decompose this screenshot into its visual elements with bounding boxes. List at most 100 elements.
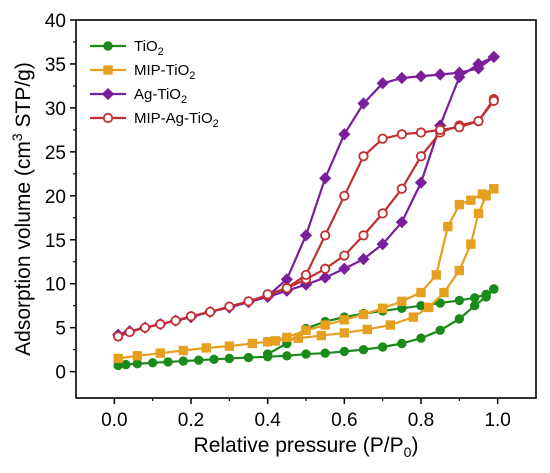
data-point [320, 230, 331, 241]
data-point [439, 287, 449, 298]
data-point [435, 298, 445, 308]
data-point [397, 296, 407, 307]
data-point [423, 302, 434, 313]
y-tick-label: 15 [45, 231, 66, 252]
data-point [469, 300, 480, 311]
data-point [339, 328, 350, 338]
data-point [155, 348, 166, 358]
data-point [466, 239, 476, 249]
data-point [454, 122, 465, 133]
data-point [395, 216, 408, 229]
data-point [132, 351, 143, 361]
data-point [124, 326, 135, 338]
data-point [147, 358, 158, 368]
data-point [377, 208, 388, 219]
data-point [396, 129, 407, 140]
data-point [358, 230, 369, 241]
data-point [270, 336, 281, 346]
legend-item-1: MIP-TiO2 [90, 62, 195, 82]
legend-item-3: MIP-Ag-TiO2 [90, 110, 219, 130]
data-point [454, 295, 465, 306]
data-point [282, 351, 292, 361]
axis-ticks: 0.0 0.2 0.4 0.6 0.8 1.0 0 5 10 15 20 25 30 35 40 [45, 11, 511, 431]
data-point [320, 263, 331, 274]
y-tick-label: 20 [45, 187, 66, 208]
data-point [301, 325, 311, 336]
data-point [473, 208, 484, 219]
data-point [473, 115, 484, 127]
legend-label: MIP-Ag-TiO2 [134, 110, 219, 130]
data-point [293, 333, 304, 343]
x-tick-label: 0.4 [254, 410, 281, 431]
legend-swatch-marker [101, 87, 115, 101]
data-point [262, 337, 273, 347]
data-point [300, 269, 312, 281]
legend-swatch-marker [103, 65, 113, 75]
data-point [139, 322, 151, 333]
x-tick-label: 0.2 [178, 410, 204, 431]
series-3 [113, 94, 499, 342]
data-point [396, 183, 407, 194]
data-point [416, 333, 426, 343]
data-point [416, 300, 426, 311]
data-point [319, 271, 332, 284]
data-point [320, 320, 330, 330]
data-point [301, 349, 311, 359]
data-point [170, 315, 181, 326]
legend-swatch-marker [103, 41, 113, 51]
data-point [454, 199, 465, 210]
data-point [481, 289, 491, 299]
data-point [435, 124, 446, 135]
data-point [339, 315, 350, 325]
data-point [358, 344, 369, 355]
data-point [395, 71, 408, 85]
data-point [320, 348, 330, 358]
data-point [113, 331, 124, 342]
data-point [489, 284, 499, 294]
data-point [224, 341, 235, 351]
legend-item-2: Ag-TiO2 [90, 86, 187, 106]
x-axis-title: Relative pressure (P/P0) [194, 434, 419, 460]
data-point [416, 287, 426, 298]
data-point [357, 252, 370, 266]
y-tick-label: 10 [45, 275, 66, 296]
data-point [377, 303, 388, 314]
y-tick-label: 40 [45, 11, 66, 32]
data-point [431, 270, 442, 280]
legend-label: MIP-TiO2 [134, 62, 195, 82]
data-point [469, 293, 480, 303]
data-point [377, 133, 388, 144]
y-tick-label: 5 [55, 319, 66, 340]
y-tick-label: 0 [55, 363, 66, 384]
data-point [319, 172, 332, 185]
data-point [376, 238, 389, 251]
data-point [385, 320, 396, 330]
data-point [487, 50, 500, 64]
data-point [454, 265, 465, 276]
data-point [262, 289, 273, 300]
data-point [415, 151, 427, 162]
data-point [193, 355, 204, 365]
data-point [376, 77, 389, 90]
data-point [178, 356, 189, 366]
data-point [113, 353, 123, 364]
data-point [121, 359, 131, 370]
data-point [262, 349, 273, 359]
data-point [377, 342, 388, 352]
data-point [357, 97, 370, 110]
data-point [338, 128, 351, 141]
data-point [339, 250, 350, 261]
data-point [224, 301, 235, 312]
data-point [472, 62, 485, 75]
data-point [316, 330, 327, 341]
y-tick-label: 30 [45, 99, 66, 120]
data-point [155, 319, 166, 330]
x-tick-label: 0.0 [101, 410, 127, 431]
legend: TiO2 MIP-TiO2 Ag-TiO2 MIP-Ag-TiO2 [90, 38, 219, 130]
x-tick-label: 0.8 [408, 410, 434, 431]
data-point [243, 296, 254, 307]
data-point [408, 312, 419, 322]
desorption-line [266, 56, 495, 297]
data-point [414, 176, 428, 189]
